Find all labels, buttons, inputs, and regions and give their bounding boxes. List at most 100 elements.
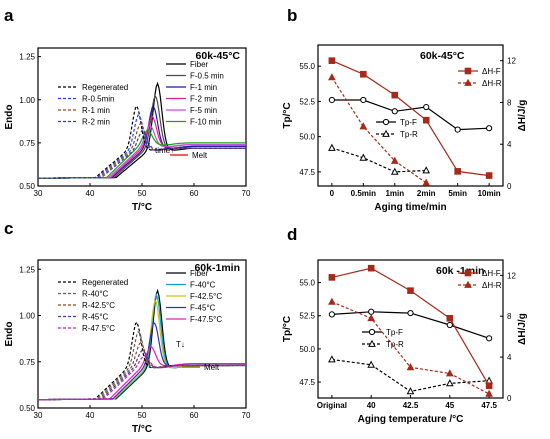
x-tick-label: 30 — [34, 189, 43, 198]
panel-a-label: a — [4, 6, 14, 25]
y-tick-label: 0.50 — [19, 404, 35, 413]
panel-b-frame — [317, 44, 504, 187]
y2-tick-label: 12 — [507, 57, 516, 66]
x-tick-label: 42.5 — [403, 401, 419, 410]
y2-tick-label: 0 — [507, 182, 512, 191]
data-point — [359, 153, 368, 161]
legend-label: F-5 min — [190, 106, 217, 115]
y2-tick-label: 8 — [507, 98, 512, 107]
data-point — [407, 287, 414, 294]
legend-label: Tp-R — [400, 130, 418, 139]
data-point — [328, 311, 335, 318]
legend-label: Tp-F — [400, 118, 417, 127]
legend-label: R-2 min — [82, 118, 110, 127]
annotation: T↓ — [176, 340, 185, 349]
data-point — [406, 363, 415, 371]
legend-label: ΔH-F — [482, 67, 501, 76]
y-tick-label: 52.5 — [299, 97, 315, 106]
x-tick-label: Original — [317, 401, 347, 410]
x-tick-label: 50 — [138, 189, 147, 198]
curve-f-47-5-c — [38, 345, 246, 401]
legend-label: Fiber — [190, 60, 209, 69]
legend-label: F-10 min — [190, 118, 222, 127]
curve-r-2-min — [38, 129, 246, 179]
annotation: time↑ — [155, 146, 174, 155]
data-point — [367, 314, 376, 322]
data-point — [486, 335, 493, 342]
legend-label: F-42.5°C — [190, 292, 222, 301]
x-tick-label: 47.5 — [481, 401, 497, 410]
data-point — [368, 328, 376, 336]
series--h-r — [328, 73, 431, 186]
data-point — [328, 73, 336, 81]
y-tick-label: 52.5 — [299, 312, 315, 321]
y-tick-label: 55.0 — [299, 62, 315, 71]
data-point — [422, 116, 430, 124]
panel-b-label: b — [287, 6, 297, 25]
y-tick-label: 55.0 — [299, 279, 315, 288]
y-axis-label: Tp/°C — [282, 102, 293, 128]
x-tick-label: 70 — [242, 411, 251, 420]
data-point — [382, 129, 390, 137]
data-point — [359, 122, 368, 130]
data-point — [390, 156, 399, 164]
data-point — [485, 382, 493, 390]
data-point — [422, 178, 431, 186]
y-tick-label: 1.25 — [19, 265, 35, 274]
x-tick-label: 60 — [190, 411, 199, 420]
legend-label: F-45°C — [190, 304, 216, 313]
data-point — [406, 387, 415, 395]
data-point — [454, 168, 461, 175]
panel-title: 60k-45°C — [420, 50, 465, 62]
data-point — [454, 126, 461, 133]
panel-title: 60k-1min — [194, 262, 240, 274]
data-point — [445, 369, 454, 377]
x-tick-label: 10min — [478, 189, 501, 198]
data-point — [446, 314, 454, 322]
y2-tick-label: 4 — [507, 353, 512, 362]
legend-label: Regenerated — [82, 83, 128, 92]
data-point — [407, 309, 414, 317]
data-point — [328, 274, 336, 281]
curve-r-47-5-c — [38, 354, 246, 401]
legend-label: Tp-R — [386, 340, 404, 349]
x-axis-label: T/°C — [132, 202, 152, 213]
x-axis-label: Aging time/min — [374, 202, 446, 213]
x-tick-label: 40 — [367, 401, 376, 410]
series-line — [331, 99, 490, 131]
data-point — [464, 269, 472, 277]
curve-f-10-min — [38, 129, 246, 179]
legend-label: F-2 min — [190, 95, 217, 104]
y-tick-label: 50.0 — [299, 133, 315, 142]
y-tick-label: 1.00 — [19, 312, 35, 321]
curve-f-45-c — [38, 321, 246, 401]
data-point — [390, 167, 399, 175]
x-tick-label: 40 — [86, 411, 95, 420]
data-point — [464, 280, 472, 288]
data-point — [486, 125, 493, 132]
legend-label: F-0.5 min — [190, 72, 224, 81]
data-point — [464, 78, 472, 86]
y-axis-label: Tp/°C — [282, 316, 293, 342]
y-tick-label: 0.75 — [19, 358, 35, 367]
y2-tick-label: 12 — [507, 271, 516, 280]
y2-tick-label: 8 — [507, 312, 512, 321]
panel-c-label: c — [4, 219, 13, 238]
x-tick-label: 45 — [445, 401, 454, 410]
legend-label: R-47.5°C — [82, 324, 115, 333]
x-tick-label: 40 — [86, 189, 95, 198]
data-point — [464, 67, 472, 75]
y2-tick-label: 4 — [507, 140, 512, 149]
annotation: Melt — [192, 151, 208, 160]
series-line — [331, 60, 490, 177]
data-point — [485, 172, 493, 179]
x-tick-label: 0.5min — [351, 189, 376, 198]
data-point — [422, 166, 431, 174]
series-tp-f — [328, 96, 493, 133]
curve-regenerated — [38, 320, 246, 401]
legend-label: R-0.5min — [82, 95, 114, 104]
data-point — [368, 308, 375, 315]
x-axis-label: Aging temperature /°C — [358, 414, 464, 425]
y-tick-label: 0.50 — [19, 182, 35, 191]
legend-label: F-47.5°C — [190, 315, 222, 324]
